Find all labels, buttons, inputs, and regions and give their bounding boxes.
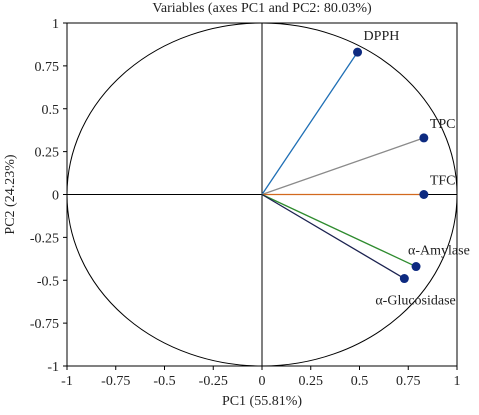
variable-label: TPC [430,117,456,132]
y-axis-title: PC2 (24.23%) [3,154,18,234]
variable-point [411,262,421,272]
chart-title: Variables (axes PC1 and PC2: 80.03%) [152,1,372,16]
x-tick-label: 0.25 [299,374,324,389]
variable-point [353,47,363,57]
variable-label: DPPH [364,29,400,44]
loading-vector [261,137,425,196]
variable-label: α-Amylase [408,244,470,259]
y-tick-label: -0.25 [30,231,59,246]
y-tick-label: 0.25 [35,146,60,161]
variable-point [419,133,429,143]
x-tick-label: 0.5 [351,374,369,389]
x-tick-label: -0.25 [199,374,228,389]
variable-label: α-Glucosidase [375,294,455,309]
vectors-layer [261,51,425,280]
loading-vector [261,51,359,195]
x-tick-label: 1 [454,374,461,389]
x-tick-label: 0.75 [396,374,421,389]
variable-point [419,190,429,199]
x-tick-label: -0.5 [153,374,175,389]
x-axis-title: PC1 (55.81%) [222,394,302,409]
y-tick-label: -0.75 [30,317,59,332]
y-tick-label: 0.5 [42,103,60,118]
y-tick-label: -0.5 [37,274,59,289]
loading-vector [261,193,417,268]
variable-label: TFC [430,174,456,189]
y-tick-label: 0.75 [35,60,60,75]
y-tick-label: 1 [52,17,59,32]
x-tick-label: -1 [61,374,73,389]
x-tick-label: 0 [259,374,266,389]
y-tick-label: 0 [52,189,59,204]
ticks-layer: -1 -0.75 -0.5 -0.25 0 0.25 0.5 0.75 1 1 0.75 0.5 0.2… [30,17,461,389]
loading-vector [261,193,405,280]
points-layer: DPPH TPC TFC α-Amylase α-Glucosidase [353,29,470,309]
y-tick-label: -1 [47,360,59,375]
variable-point [399,274,409,284]
x-tick-label: -0.75 [101,374,130,389]
